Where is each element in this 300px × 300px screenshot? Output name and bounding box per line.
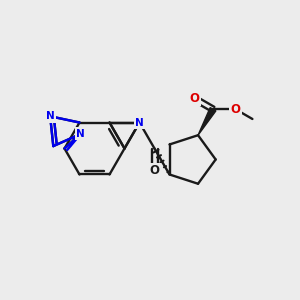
Text: N: N [46, 111, 55, 121]
Text: N: N [135, 118, 144, 128]
Text: N: N [76, 129, 85, 139]
Text: N: N [76, 129, 85, 139]
Text: O: O [190, 92, 200, 105]
Polygon shape [198, 108, 216, 135]
Text: N: N [135, 118, 144, 128]
Text: O: O [230, 103, 241, 116]
Text: N: N [46, 111, 55, 121]
Text: O: O [149, 164, 160, 178]
